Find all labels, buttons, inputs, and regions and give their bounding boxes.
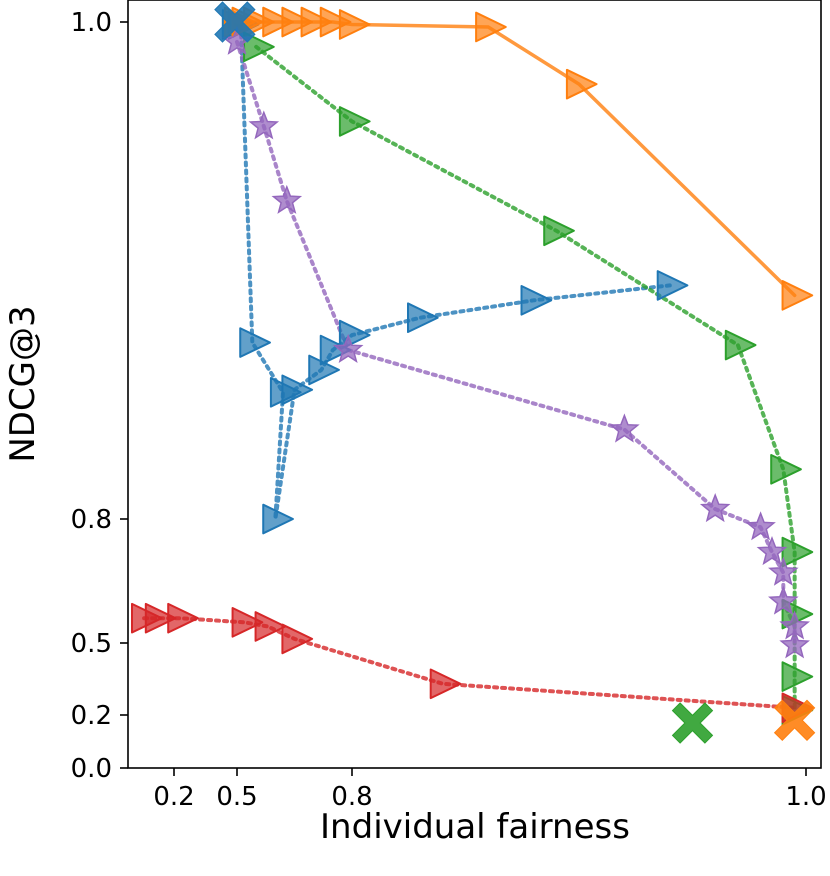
point-orange-6 <box>319 6 352 38</box>
point-purple-7 <box>756 536 788 566</box>
tick-layer: 0.2 0.5 0.8 1.0 0.0 0.2 0.5 0.8 1.0 <box>71 8 827 812</box>
point-orange-7 <box>338 9 371 40</box>
x-marker-blue <box>214 1 256 43</box>
point-orange-2 <box>243 6 275 38</box>
y-tick-label-4: 1.0 <box>71 8 112 38</box>
point-blue-10 <box>520 285 553 316</box>
point-orange-10 <box>781 280 814 311</box>
x-tick-label-1: 0.5 <box>216 782 257 812</box>
point-blue-11 <box>656 270 689 301</box>
point-purple-6 <box>745 511 776 541</box>
point-purple-4 <box>609 413 640 443</box>
point-green-4 <box>770 454 802 485</box>
x-tick-label-0: 0.2 <box>153 782 194 812</box>
point-blue-2 <box>239 327 271 358</box>
point-blue-4 <box>262 503 294 535</box>
y-tick-label-0: 0.0 <box>71 754 112 784</box>
y-axis-title: NDCG@3 <box>3 305 43 462</box>
point-green-7 <box>781 661 814 692</box>
point-red-2 <box>167 602 199 634</box>
y-tick-label-3: 0.8 <box>71 505 112 535</box>
point-green-1 <box>338 106 371 137</box>
point-purple-5 <box>699 493 731 523</box>
point-orange-9 <box>565 68 598 100</box>
x-tick-label-2: 0.8 <box>331 782 372 812</box>
point-red-4 <box>254 611 287 642</box>
point-green-5 <box>781 536 814 568</box>
point-red-1 <box>144 602 177 634</box>
marker-layer <box>131 1 816 744</box>
x-marker-green <box>671 702 714 744</box>
point-purple-1 <box>248 110 280 140</box>
point-purple-9 <box>768 585 799 615</box>
point-red-5 <box>281 623 314 655</box>
point-purple-8 <box>768 556 799 586</box>
y-tick-label-2: 0.5 <box>71 629 112 659</box>
point-blue-7 <box>319 334 352 366</box>
point-orange-3 <box>262 6 294 38</box>
x-tick-label-3: 1.0 <box>785 782 826 812</box>
point-purple-3 <box>332 333 364 363</box>
x-axis-title: Individual fairness <box>320 807 630 847</box>
point-blue-9 <box>407 302 439 334</box>
point-purple-2 <box>271 184 303 214</box>
point-orange-5 <box>300 6 333 38</box>
point-green-3 <box>724 329 757 361</box>
y-tick-label-1: 0.2 <box>71 701 112 731</box>
series-line-blue <box>232 22 672 520</box>
point-red-6 <box>429 668 462 700</box>
series-line-purple <box>235 39 797 648</box>
x-marker-orange <box>773 699 816 742</box>
point-orange-8 <box>475 11 507 43</box>
point-blue-5 <box>281 374 314 406</box>
point-purple-11 <box>779 629 810 659</box>
plot-frame <box>127 0 822 769</box>
point-green-2 <box>543 215 575 247</box>
point-orange-4 <box>281 6 314 38</box>
point-red-3 <box>231 607 264 638</box>
